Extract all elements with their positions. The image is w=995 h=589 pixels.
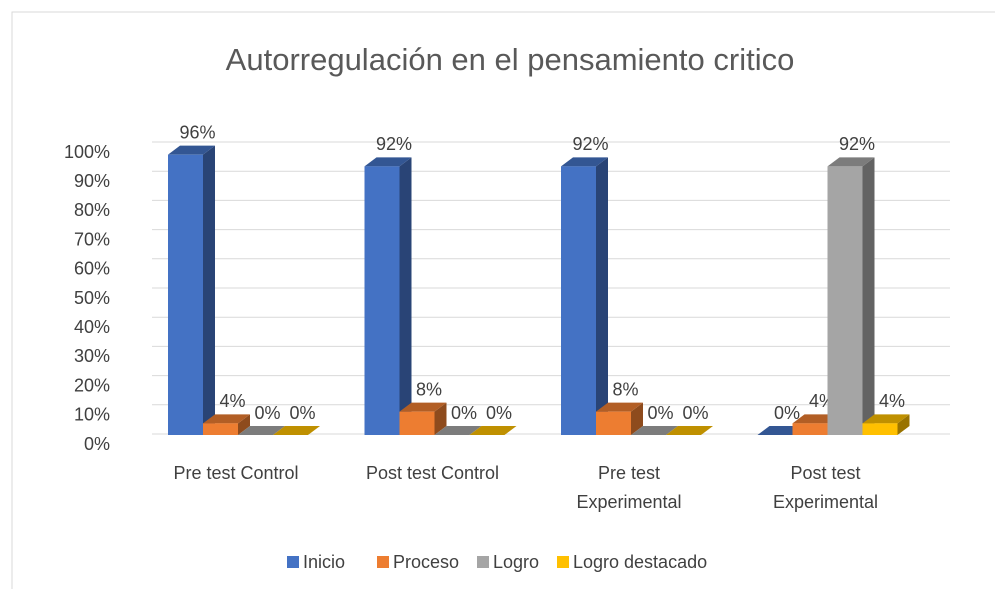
bar <box>203 423 238 435</box>
legend-swatch <box>287 556 299 568</box>
bar-side <box>203 145 215 435</box>
bar <box>364 166 400 436</box>
bar-side <box>862 157 875 436</box>
bar <box>168 154 203 435</box>
y-tick-label: 40% <box>74 317 110 337</box>
bar-side <box>238 414 250 435</box>
bar-top <box>666 426 713 435</box>
y-tick-label: 100% <box>64 142 110 162</box>
data-label: 0% <box>451 403 477 423</box>
data-label: 92% <box>376 134 412 154</box>
y-tick-label: 10% <box>74 405 110 425</box>
bar-top <box>364 157 412 167</box>
bar-top <box>827 157 875 167</box>
bar <box>792 423 828 435</box>
data-label: 96% <box>179 122 215 142</box>
data-label: 0% <box>647 403 673 423</box>
y-tick-label: 90% <box>74 171 110 191</box>
bar-top <box>238 426 285 435</box>
legend-swatch <box>557 556 569 568</box>
x-tick-label: Post test Control <box>365 463 500 483</box>
bar <box>561 166 596 436</box>
data-label: 8% <box>612 379 638 399</box>
y-tick-label: 80% <box>74 200 110 220</box>
data-label: 0% <box>774 403 800 423</box>
bar-top <box>862 414 910 424</box>
data-label: 0% <box>254 403 280 423</box>
legend-swatch <box>477 556 489 568</box>
bar-side <box>897 414 910 435</box>
bar <box>399 411 435 435</box>
bar-top <box>273 426 320 435</box>
data-label: 4% <box>879 391 905 411</box>
bar-top <box>168 145 215 155</box>
data-label: 0% <box>486 403 512 423</box>
data-label: 0% <box>682 403 708 423</box>
bar <box>596 411 631 435</box>
bar-top <box>631 426 678 435</box>
data-label: 92% <box>839 134 875 154</box>
bar-side <box>596 157 608 436</box>
chart-border <box>11 11 995 589</box>
y-tick-label: 30% <box>74 346 110 366</box>
bar-top <box>399 402 447 412</box>
bar-top <box>434 426 482 435</box>
data-label: 0% <box>289 403 315 423</box>
x-tick-label: Post test Experimental <box>772 463 879 512</box>
data-label: 92% <box>572 134 608 154</box>
x-tick-label: Pre test Control <box>173 463 299 483</box>
chart-title: Autorregulación en el pensamiento critic… <box>226 42 795 77</box>
bar-side <box>434 402 447 435</box>
x-tick-label: Pre test Experimental <box>576 463 682 512</box>
y-tick-label: 70% <box>74 229 110 249</box>
legend-swatch <box>377 556 389 568</box>
data-label: 4% <box>219 391 245 411</box>
legend-label: Inicio <box>303 552 345 572</box>
y-tick-label: 50% <box>74 288 110 308</box>
bar-top <box>469 426 517 435</box>
y-tick-label: 0% <box>84 434 110 454</box>
y-tick-label: 60% <box>74 259 110 279</box>
bar-top <box>203 414 250 424</box>
y-tick-label: 20% <box>74 375 110 395</box>
legend-label: Logro <box>493 552 539 572</box>
bar-top <box>596 402 643 412</box>
data-label: 8% <box>416 379 442 399</box>
bar <box>827 166 863 436</box>
bar-side <box>399 157 412 436</box>
bar-top <box>561 157 608 167</box>
legend-label: Logro destacado <box>573 552 707 572</box>
legend-label: Proceso <box>393 552 459 572</box>
bar <box>862 423 898 435</box>
bar-side <box>631 402 643 435</box>
